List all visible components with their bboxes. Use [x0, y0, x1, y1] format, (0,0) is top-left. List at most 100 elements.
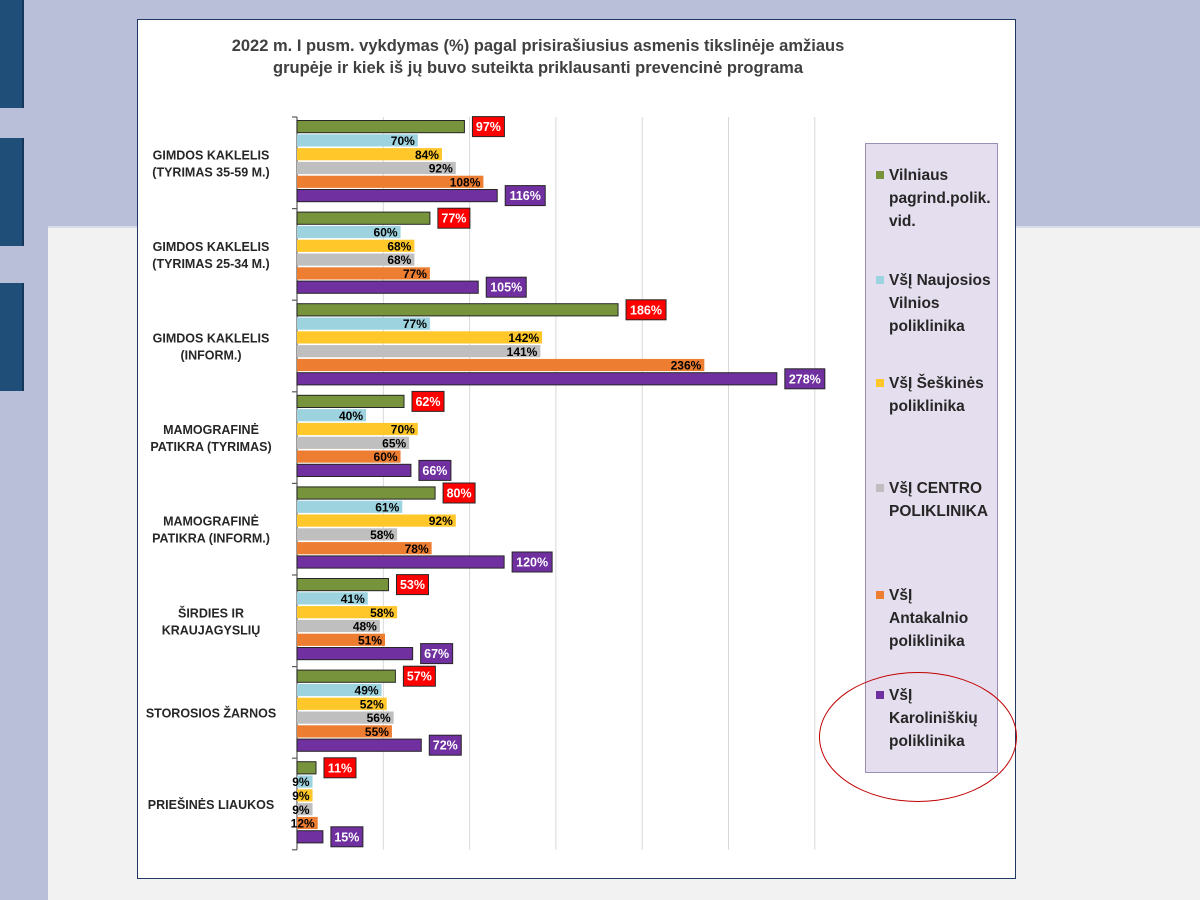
data-label-box — [625, 299, 667, 321]
data-label: 62% — [415, 395, 440, 409]
bar — [296, 647, 414, 661]
bar — [297, 606, 398, 619]
data-label-box — [485, 276, 527, 298]
data-label: 41% — [341, 592, 365, 606]
data-label: 80% — [447, 487, 472, 501]
bar — [297, 528, 398, 541]
bar — [296, 372, 778, 386]
category-label: GIMDOS KAKLELIS — [153, 240, 270, 254]
bar — [297, 253, 415, 266]
data-label: 72% — [433, 739, 458, 753]
data-label: 108% — [450, 175, 481, 189]
bar — [297, 725, 392, 738]
data-label-box — [330, 826, 364, 848]
legend-swatch — [876, 379, 884, 387]
bar — [296, 555, 505, 569]
data-label-box — [511, 551, 553, 573]
bar — [297, 803, 313, 816]
chart-card: 2022 m. I pusm. vykdymas (%) pagal prisi… — [137, 19, 1017, 879]
bar — [296, 280, 479, 294]
data-label-box — [411, 390, 445, 412]
legend-swatch — [876, 276, 884, 284]
data-label: 55% — [365, 725, 389, 739]
data-label-box — [442, 482, 476, 504]
data-label: 84% — [415, 148, 439, 162]
bar — [297, 789, 313, 802]
data-label: 9% — [292, 803, 310, 817]
data-label: 141% — [507, 345, 538, 359]
data-label-box — [420, 643, 454, 665]
legend-label: POLIKLINIKA — [889, 503, 989, 520]
data-label: 60% — [374, 450, 398, 464]
category-label: PATIKRA (TYRIMAS) — [150, 440, 271, 454]
category-label: GIMDOS KAKLELIS — [153, 148, 270, 162]
bar — [297, 592, 368, 605]
bar — [297, 225, 401, 239]
chart-title-line: 2022 m. I pusm. vykdymas (%) pagal prisi… — [232, 37, 845, 55]
data-label: 9% — [292, 775, 310, 789]
data-label-box — [402, 665, 436, 687]
data-label: 278% — [789, 372, 821, 386]
category-label: PATIKRA (INFORM.) — [152, 532, 270, 546]
data-label: 77% — [403, 317, 427, 331]
data-label: 61% — [375, 500, 399, 514]
data-label: 78% — [405, 542, 429, 556]
bar — [296, 394, 405, 408]
bar — [297, 267, 430, 280]
data-label: 70% — [391, 134, 415, 148]
bar — [296, 120, 465, 134]
data-label: 60% — [374, 226, 398, 240]
bar — [297, 514, 456, 527]
legend-item: VšĮ Šeškinės poliklinika — [876, 372, 996, 418]
category-label: STOROSIOS ŽARNOS — [146, 705, 276, 720]
bar — [297, 697, 387, 710]
data-label: 11% — [328, 761, 352, 775]
slide-background-left — [0, 0, 48, 900]
bar — [297, 683, 382, 697]
bar — [296, 211, 431, 225]
bar — [297, 711, 394, 724]
legend-label: Vilnios — [889, 295, 940, 312]
chart-title-line: grupėje ir kiek iš jų buvo suteikta prik… — [273, 59, 804, 77]
data-label: 51% — [358, 633, 382, 647]
category-label: GIMDOS KAKLELIS — [153, 332, 270, 346]
bar — [297, 436, 410, 449]
bar — [296, 189, 498, 203]
data-label-box — [395, 574, 429, 596]
legend-label: VšĮ — [889, 587, 913, 604]
bar — [297, 450, 401, 463]
data-label: 58% — [370, 606, 394, 620]
legend-item: VšĮ Naujosios Vilnios poliklinika — [876, 269, 996, 338]
data-label: 68% — [387, 239, 411, 253]
legend-item: VšĮ CENTRO POLIKLINIKA — [876, 477, 996, 523]
data-label-box — [471, 116, 505, 138]
bar — [297, 619, 380, 633]
legend-item: Vilniaus pagrind.polik. vid. — [876, 164, 996, 233]
bar — [296, 463, 412, 477]
data-label-box — [437, 207, 471, 229]
bar — [296, 578, 389, 592]
bar — [296, 738, 422, 752]
data-label: 92% — [429, 514, 453, 528]
bar — [297, 175, 484, 188]
category-label: PRIEŠINĖS LIAUKOS — [148, 797, 274, 812]
legend-label: VšĮ Šeškinės — [889, 375, 984, 392]
highlight-ellipse — [819, 672, 1017, 802]
legend-label: poliklinika — [889, 398, 965, 415]
data-label: 65% — [382, 436, 406, 450]
slide-tab-1 — [0, 0, 24, 108]
bar — [297, 633, 386, 646]
bar — [296, 486, 436, 500]
data-label: 120% — [516, 556, 548, 570]
data-label: 186% — [630, 303, 662, 317]
bar — [297, 161, 456, 175]
bar — [297, 816, 318, 830]
data-label: 70% — [391, 423, 415, 437]
bar — [297, 422, 418, 436]
data-label: 53% — [400, 578, 425, 592]
data-label: 116% — [510, 189, 541, 203]
data-label: 58% — [370, 528, 394, 542]
data-label: 66% — [422, 464, 447, 478]
bar — [297, 134, 418, 147]
category-label: (INFORM.) — [180, 349, 241, 363]
